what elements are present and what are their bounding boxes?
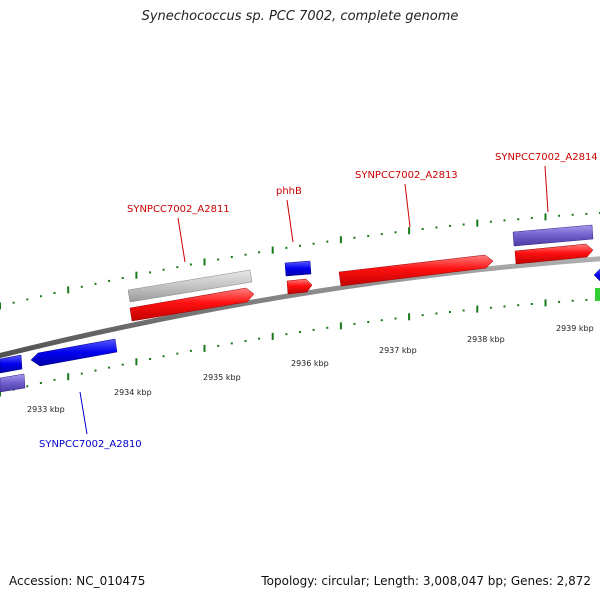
gene-label-phhb[interactable]: phhB [276,186,302,197]
footer-accession: Accession: NC_010475 [9,574,146,588]
gene-cds-a2811[interactable] [129,287,255,322]
gene-cds-a2813[interactable] [338,254,494,287]
gene-cds-a2814[interactable] [514,243,594,265]
kbp-tick-labels: 2933 kbp 2934 kbp 2935 kbp 2936 kbp 2937… [27,324,594,414]
gene-label-a2810[interactable]: SYNPCC7002_A2810 [39,439,142,450]
genome-title: Synechococcus sp. PCC 7002, complete gen… [141,9,459,24]
leader-a2814 [544,165,549,213]
forward-strand-genes [127,224,594,322]
leader-phhb [286,199,294,243]
gene-label-leaders [79,165,549,435]
gene-cds-left-partial[interactable] [0,354,23,374]
gene-label-a2813[interactable]: SYNPCC7002_A2813 [355,170,458,181]
leader-a2810 [79,391,88,435]
footer-summary: Topology: circular; Length: 3,008,047 bp… [261,574,591,588]
leader-a2811 [177,217,186,263]
gene-feature-purple-a2814[interactable] [512,224,594,247]
gene-feature-grey[interactable] [127,269,253,303]
genome-backbone [0,256,600,359]
gene-label-a2814[interactable]: SYNPCC7002_A2814 [495,152,598,163]
tick-label-2933: 2933 kbp [27,405,65,414]
tick-label-2939: 2939 kbp [556,324,594,333]
gene-cds-phhb[interactable] [286,278,313,295]
gene-feature-blue-small[interactable] [284,260,312,277]
outer-tick-row [0,212,600,310]
tick-label-2934: 2934 kbp [114,388,152,397]
gene-cds-a2810[interactable] [30,338,118,367]
gene-cds-right-partial[interactable] [593,268,600,282]
gene-feature-purple-left[interactable] [0,373,26,393]
gene-feature-green-right[interactable] [595,288,600,301]
tick-label-2936: 2936 kbp [291,359,329,368]
tick-label-2937: 2937 kbp [379,346,417,355]
tick-label-2938: 2938 kbp [467,335,505,344]
gene-label-a2811[interactable]: SYNPCC7002_A2811 [127,204,230,215]
tick-label-2935: 2935 kbp [203,373,241,382]
leader-a2813 [404,183,411,228]
gene-labels: SYNPCC7002_A2811 phhB SYNPCC7002_A2813 S… [39,152,598,450]
reverse-strand-genes [0,268,600,393]
